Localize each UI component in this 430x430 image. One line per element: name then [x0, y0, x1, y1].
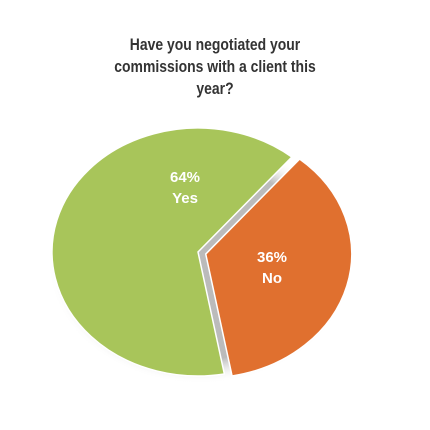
slice-value-label: 36%: [257, 249, 287, 266]
chart-title: Have you negotiated your commissions wit…: [114, 35, 316, 98]
pie-slice: [51, 127, 294, 377]
pie-slice: [204, 158, 353, 377]
slice-category-label: Yes: [172, 190, 198, 207]
slice-category-label: No: [262, 270, 282, 287]
slice-value-label: 64%: [170, 169, 200, 186]
